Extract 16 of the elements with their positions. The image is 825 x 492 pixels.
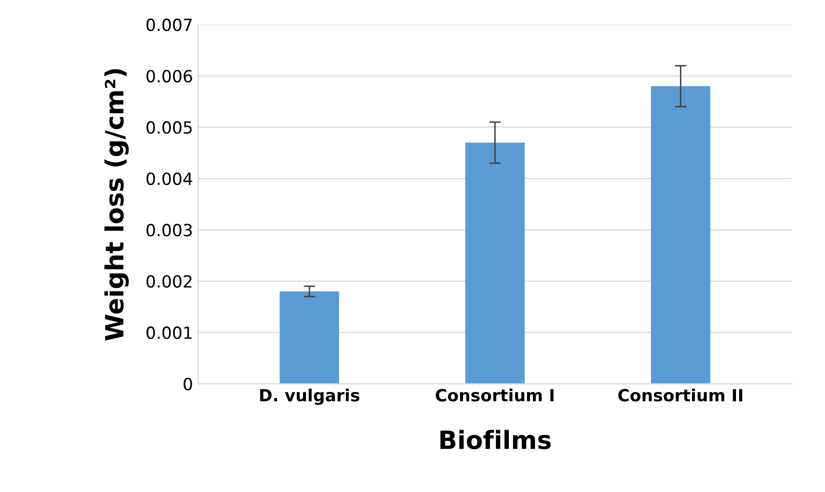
- x-tick-label: Consortium II: [618, 388, 742, 402]
- x-tick-label: Consortium I: [436, 388, 554, 402]
- y-tick-label: 0.007: [146, 18, 192, 32]
- x-tick-label: D. vulgaris: [260, 388, 360, 405]
- y-tick-label: 0.001: [146, 326, 192, 340]
- y-tick-label: 0.004: [146, 172, 192, 186]
- x-axis-title: Biofilms: [440, 430, 551, 450]
- bar: [650, 86, 710, 384]
- bar: [465, 142, 525, 384]
- y-tick-label: 0: [184, 378, 192, 390]
- bar: [280, 291, 340, 384]
- y-tick-label: 0.005: [146, 121, 192, 134]
- y-axis-title: Weight loss (g/cm²): [104, 69, 129, 341]
- y-tick-label: 0.006: [146, 70, 192, 82]
- y-tick-label: 0.002: [146, 275, 192, 288]
- y-tick-label: 0.003: [146, 224, 192, 236]
